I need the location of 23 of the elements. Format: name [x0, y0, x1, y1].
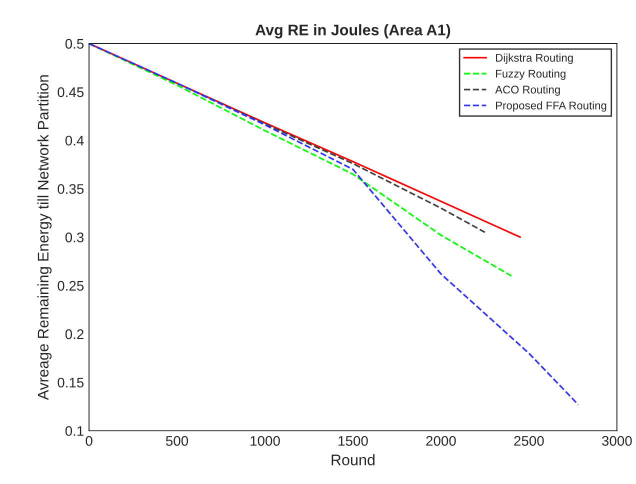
x-tick-label: 2000	[426, 436, 456, 446]
chart-title: Avg RE in Joules (Area A1)	[255, 24, 450, 38]
x-tick-label: 1500	[338, 436, 368, 446]
y-tick-label: 0.4	[65, 136, 84, 146]
y-tick-label: 0.2	[65, 329, 84, 340]
y-tick-label: 0.45	[58, 87, 84, 98]
x-tick-label: 3000	[602, 436, 632, 446]
y-axis-title: Avreage Remaining Energy till Network Partition	[37, 75, 52, 400]
legend-label: Fuzzy Routing	[496, 69, 566, 80]
legend-label: Proposed FFA Routing	[496, 101, 606, 112]
y-tick-label: 0.1	[65, 426, 84, 436]
y-tick-label: 0.25	[58, 280, 84, 291]
y-tick-label: 0.15	[58, 378, 84, 388]
y-tick-label: 0.3	[65, 232, 84, 242]
x-tick-label: 2500	[514, 436, 544, 446]
legend-label: ACO Routing	[495, 85, 560, 96]
y-tick-label: 0.5	[65, 38, 84, 49]
x-axis-title: Round	[332, 454, 375, 466]
y-tick-label: 0.35	[58, 184, 84, 194]
x-tick-label: 500	[166, 436, 188, 446]
x-tick-label: 1000	[250, 436, 280, 446]
x-tick-label: 0	[86, 436, 92, 446]
legend-label: Dijkstra Routing	[496, 54, 573, 64]
